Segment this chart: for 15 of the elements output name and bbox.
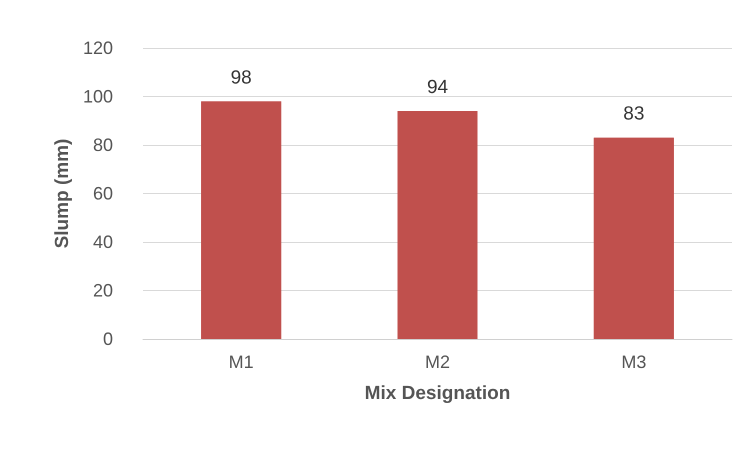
y-tick-label: 20 (92, 280, 113, 300)
y-tick-label: 40 (92, 232, 113, 252)
x-tick-label: M1 (228, 352, 254, 372)
y-axis-title: Slump (mm) (52, 138, 74, 248)
y-tick-label: 120 (82, 38, 113, 58)
data-label: 94 (426, 77, 448, 98)
y-tick-label: 60 (92, 184, 113, 204)
data-label: 98 (230, 67, 252, 88)
x-tick-label: M2 (424, 352, 450, 372)
x-axis-title: Mix Designation (364, 383, 510, 404)
y-tick-label: 100 (82, 86, 113, 106)
x-tick-label: M3 (621, 352, 646, 372)
data-label: 83 (623, 104, 644, 125)
y-tick-label: 0 (102, 329, 113, 349)
y-tick-label: 80 (92, 135, 113, 155)
